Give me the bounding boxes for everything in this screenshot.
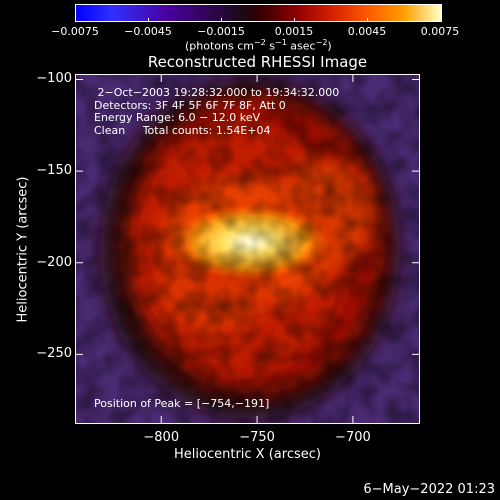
unit-exponent: −1 xyxy=(275,38,287,47)
colorbar-tick-label: 0.0045 xyxy=(347,25,387,38)
info-line: Energy Range: 6.0 − 12.0 keV xyxy=(94,111,261,124)
colorbar xyxy=(75,4,442,22)
unit-exponent: −2 xyxy=(315,38,328,47)
colorbar-tick-label: −0.0075 xyxy=(51,25,99,38)
y-tick-label: −150 xyxy=(36,163,72,179)
plot-frame xyxy=(75,74,420,424)
peak-position-label: Position of Peak = [−754,−191] xyxy=(94,397,270,410)
y-tick-label: −200 xyxy=(36,254,72,270)
colorbar-ticks xyxy=(75,18,441,22)
unit-exponent: −2 xyxy=(253,38,266,47)
unit-text: asec xyxy=(286,39,316,53)
x-tick-label: −750 xyxy=(239,430,275,445)
y-tick-label: −100 xyxy=(36,71,72,87)
info-line: Detectors: 3F 4F 5F 6F 7F 8F, Att 0 xyxy=(94,98,286,112)
x-tick-label: −800 xyxy=(143,430,180,445)
colorbar-tick-label: −0.0015 xyxy=(197,25,245,38)
x-tick-label: −700 xyxy=(335,430,371,445)
colorbar-tick-label: 0.0075 xyxy=(420,25,460,38)
colorbar-tick-label: 0.0015 xyxy=(274,25,314,38)
footer-timestamp: 6−May−2022 01:23 xyxy=(363,482,495,497)
x-axis-label: Heliocentric X (arcsec) xyxy=(174,447,321,462)
unit-text: s xyxy=(265,39,276,53)
y-axis-label: Heliocentric Y (arcsec) xyxy=(15,176,31,323)
plot-title: Reconstructed RHESSI Image xyxy=(147,53,368,71)
colorbar-tick-label: −0.0045 xyxy=(124,25,172,38)
info-line: Clean Total counts: 1.54E+04 xyxy=(94,123,271,137)
image-texture xyxy=(75,74,420,424)
info-line: 2−Oct−2003 19:28:32.000 to 19:34:32.000 xyxy=(94,86,340,99)
unit-text: ) xyxy=(327,39,332,53)
unit-text: (photons cm xyxy=(185,39,254,53)
y-tick-label: −250 xyxy=(36,346,72,362)
rhessi-image xyxy=(75,74,420,424)
colorbar-unit-label: (photons cm−2 s−1 asec−2) xyxy=(185,38,332,53)
